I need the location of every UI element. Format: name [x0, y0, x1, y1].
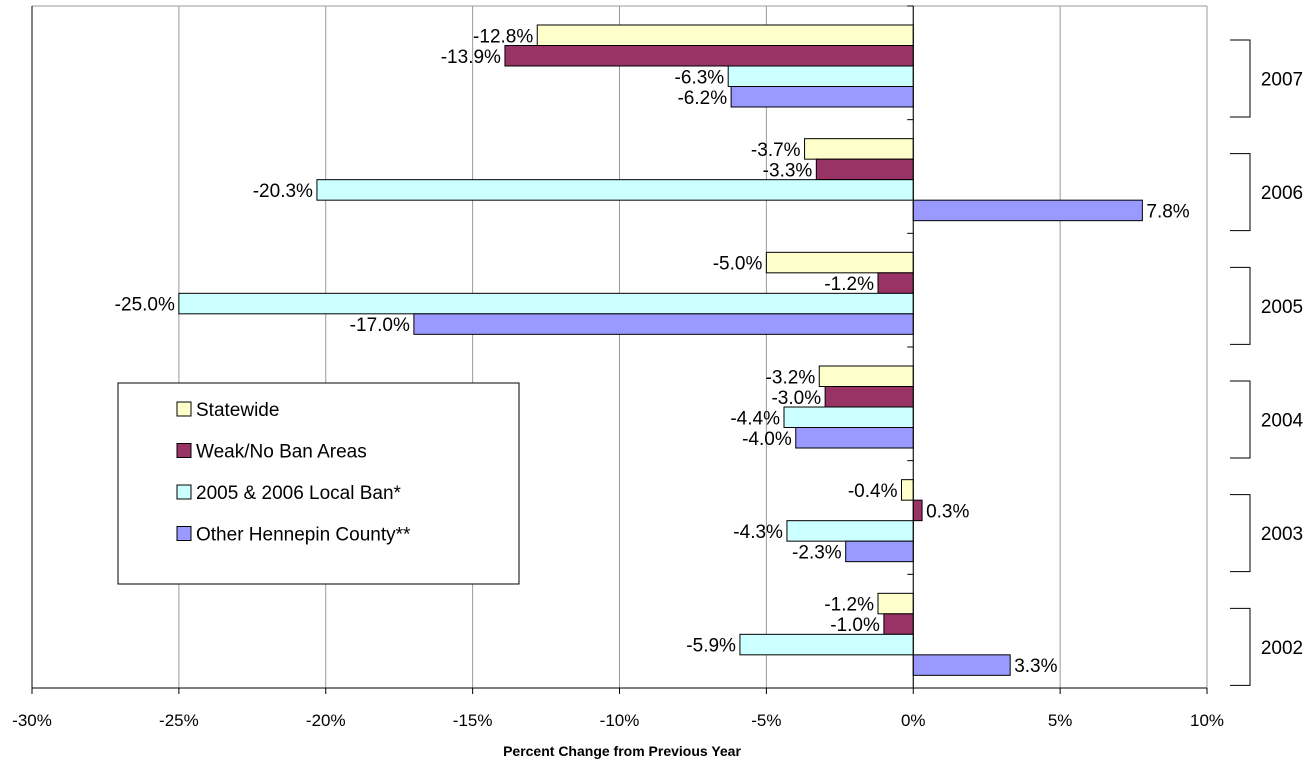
legend-label: Weak/No Ban Areas	[196, 442, 367, 463]
bar	[815, 158, 914, 181]
bar	[795, 427, 914, 449]
category-label: 2006	[1261, 183, 1303, 204]
data-label: -3.0%	[771, 388, 821, 409]
x-axis-title: Percent Change from Previous Year	[503, 743, 741, 759]
bar	[824, 386, 914, 408]
data-label: -6.2%	[677, 88, 727, 109]
bar	[765, 251, 914, 274]
year-bracket	[1230, 494, 1251, 573]
data-label: -1.2%	[824, 595, 874, 616]
x-tick-label: -15%	[453, 711, 493, 730]
x-tick-label: -20%	[306, 711, 346, 730]
year-bracket	[1230, 380, 1251, 459]
axes: -30% -25% -20% -15% -10% -5% 0% 5% 10%	[12, 5, 1224, 730]
bar	[818, 365, 914, 387]
data-label: -0.4%	[848, 481, 898, 502]
data-label: 3.3%	[1014, 656, 1057, 677]
year-bracket	[1230, 153, 1251, 232]
bar	[783, 406, 914, 428]
legend-swatch	[176, 443, 192, 458]
x-tick-label: 10%	[1190, 711, 1224, 730]
bar	[804, 138, 914, 160]
data-label: -25.0%	[115, 295, 175, 316]
legend-label: Statewide	[196, 400, 279, 421]
legend-label: Other Hennepin County**	[196, 525, 411, 546]
bar	[786, 520, 914, 542]
year-bracket	[1230, 39, 1251, 118]
year-bracket	[1230, 266, 1251, 345]
bar	[845, 540, 914, 563]
bar	[413, 313, 914, 335]
bars	[178, 24, 1143, 676]
data-label: -12.8%	[473, 26, 533, 47]
x-tick-label: -30%	[12, 711, 52, 730]
bar	[912, 654, 1011, 676]
bar	[912, 499, 923, 522]
legend-swatch	[176, 484, 192, 500]
x-tick-label: -5%	[751, 711, 781, 730]
bar	[730, 86, 914, 108]
bar	[727, 65, 914, 87]
bar	[504, 45, 914, 67]
x-tick-label: 0%	[901, 711, 926, 730]
x-tick-label: 5%	[1048, 711, 1073, 730]
data-label: -5.0%	[713, 254, 763, 275]
legend: Statewide Weak/No Ban Areas 2005 & 2006 Lo…	[117, 382, 520, 585]
legend-swatch	[176, 401, 192, 417]
bar	[316, 179, 914, 201]
data-label: -3.7%	[751, 140, 801, 161]
data-label: -4.0%	[742, 429, 792, 450]
data-label: 7.8%	[1146, 201, 1189, 222]
data-label: -4.4%	[730, 408, 780, 429]
data-label: -6.3%	[675, 67, 725, 88]
data-label: -2.3%	[792, 542, 842, 563]
data-label: -3.2%	[766, 367, 816, 388]
bar	[178, 292, 914, 315]
data-label: -3.3%	[763, 160, 813, 181]
data-label: -17.0%	[350, 315, 410, 336]
data-label: -1.0%	[830, 615, 880, 636]
bar	[739, 633, 914, 656]
bar	[883, 613, 914, 635]
grid-lines	[32, 5, 1208, 688]
bar	[901, 479, 914, 501]
legend-swatch	[176, 526, 192, 541]
x-tick-label: -10%	[600, 711, 640, 730]
category-label: 2003	[1261, 524, 1303, 545]
data-label: -20.3%	[253, 181, 313, 202]
data-label: -4.3%	[733, 522, 783, 543]
data-label: -5.9%	[686, 636, 736, 657]
x-tick-label: -25%	[159, 711, 199, 730]
category-label: 2004	[1261, 411, 1304, 432]
data-label: -13.9%	[441, 47, 501, 68]
year-labels: 2007 2006 2005 2004 2003 2002	[1230, 39, 1304, 686]
year-bracket	[1230, 607, 1251, 686]
category-label: 2007	[1261, 70, 1303, 91]
bar	[877, 272, 914, 294]
data-label: -1.2%	[824, 274, 874, 295]
bar	[536, 24, 914, 46]
data-labels: -12.8%-13.9% -6.3%-6.2% -3.7%-3.3% -20.3% 7.…	[115, 26, 1190, 677]
data-label: 0.3%	[926, 501, 969, 522]
bar	[877, 592, 914, 615]
legend-label: 2005 & 2006 Local Ban*	[196, 483, 402, 504]
category-label: 2002	[1261, 638, 1303, 659]
category-label: 2005	[1261, 297, 1303, 318]
bar	[912, 199, 1143, 222]
